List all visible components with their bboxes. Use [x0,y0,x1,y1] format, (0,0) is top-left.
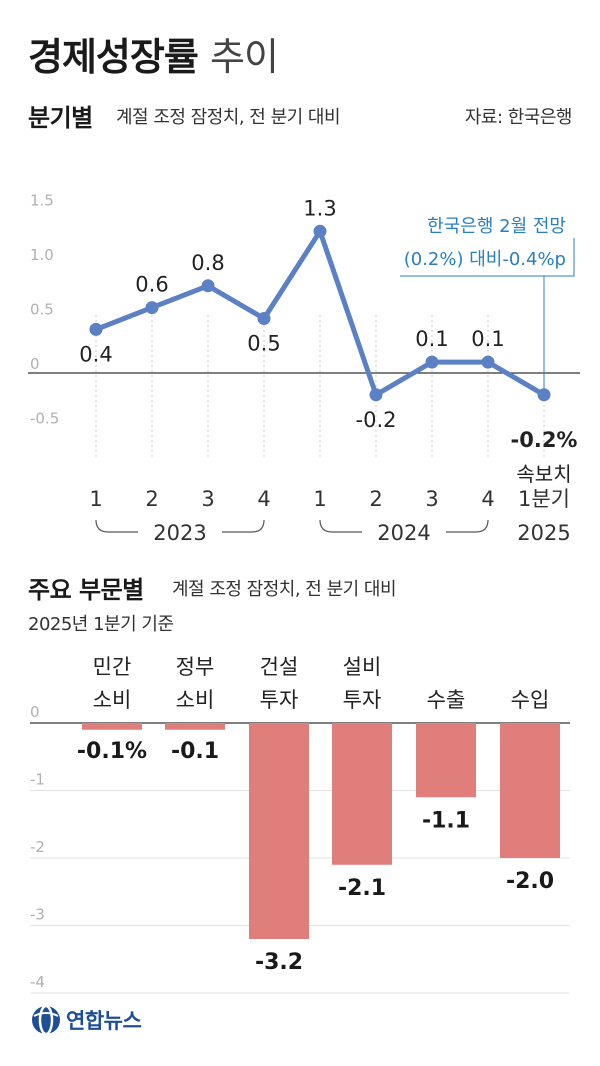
section1-note: 계절 조정 잠정치, 전 분기 대비 [116,107,341,128]
y-tick-label: 0 [30,355,40,373]
y-tick-label: -4 [30,973,45,991]
data-point [425,355,439,369]
annotation-bracket [400,238,575,277]
yonhap-logo-icon [32,1004,60,1036]
year-bracket [319,519,489,533]
bar-category-label: 정부 [176,655,215,679]
bar-value-label: -0.1% [77,739,147,764]
bar-category-label: 소비 [176,688,215,712]
x-tick-label: 2 [145,487,158,511]
data-point [89,322,103,336]
data-label: -0.2 [356,408,397,432]
preliminary-note: 속보치 [516,462,571,486]
title-main: 경제성장률 [28,35,199,79]
bar-value-label: -1.1 [422,808,470,833]
bar [249,723,309,939]
bar-category-label: 소비 [93,688,132,712]
data-point [313,224,327,238]
bar [82,723,142,730]
x-tick-label: 3 [201,487,214,511]
x-tick-label: 1 [89,487,102,511]
data-point [369,388,383,402]
bar-category-label: 민간 [93,655,132,679]
data-label: 0.1 [471,327,504,351]
data-label: 1.3 [303,196,336,220]
yonhap-logo: 연합뉴스 [30,1004,142,1036]
bar-category-label: 수출 [427,688,466,712]
annotation-line-1: 한국은행 2월 전망 [427,216,566,237]
data-label: 0.5 [247,332,280,356]
y-tick-label: 1.0 [30,246,54,264]
section2-note: 계절 조정 잠정치, 전 분기 대비 [172,579,397,600]
y-tick-label: -0.5 [30,410,59,428]
bar [165,723,225,730]
bar-value-label: -3.2 [255,950,303,975]
quarterly-line-chart: 1.5 1.0 0.5 0 -0.5 한국은행 2월 전망 (0.2%) 대비-0.4%p 0… [28,192,580,545]
data-label: 0.8 [191,251,224,275]
annotation-line-2: (0.2%) 대비-0.4%p [404,249,566,270]
x-tick-label: 2 [369,487,382,511]
logo-text: 연합뉴스 [66,1009,142,1033]
bar-value-label: -0.1 [171,739,219,764]
bar-category-label: 건설 [260,655,299,679]
title-sub: 추이 [210,35,279,79]
data-label: 0.4 [79,342,112,366]
data-point [537,388,551,402]
year-bracket [95,519,265,533]
data-label: -0.2% [511,428,578,452]
section2-title: 주요 부문별 [28,576,144,604]
bar [500,723,560,858]
data-point [201,279,215,293]
x-tick-label: 3 [425,487,438,511]
x-tick-label: 4 [481,487,494,511]
y-tick-label: -1 [30,771,45,789]
bar-category-label: 수입 [511,688,550,712]
y-tick-label: 0.5 [30,301,54,319]
y-tick-label: -3 [30,906,45,924]
year-label: 2023 [153,521,206,545]
data-point [145,301,159,315]
bar-category-label: 투자 [260,688,299,712]
source-label: 자료: 한국은행 [464,107,573,128]
section2-basis: 2025년 1분기 기준 [28,614,174,635]
bar-value-label: -2.0 [506,869,554,894]
year-label: 2024 [377,521,430,545]
year-label: 2025 [517,521,570,545]
data-point [481,355,495,369]
x-tick-label: 1 [313,487,326,511]
data-label: 0.1 [415,327,448,351]
y-tick-label: 1.5 [30,192,54,210]
x-tick-label: 1분기 [518,487,570,511]
bar-category-label: 투자 [343,688,382,712]
y-tick-label: 0 [30,703,40,721]
page-title: 경제성장률 추이 [28,26,279,81]
x-tick-label: 4 [257,487,270,511]
section1-title: 분기별 [28,104,93,132]
data-point [257,312,271,325]
bar-value-label: -2.1 [338,876,386,901]
y-tick-label: -2 [30,838,45,856]
bar-category-label: 설비 [343,655,382,679]
bar [416,723,476,798]
bar [332,723,392,865]
data-label: 0.6 [135,273,168,297]
